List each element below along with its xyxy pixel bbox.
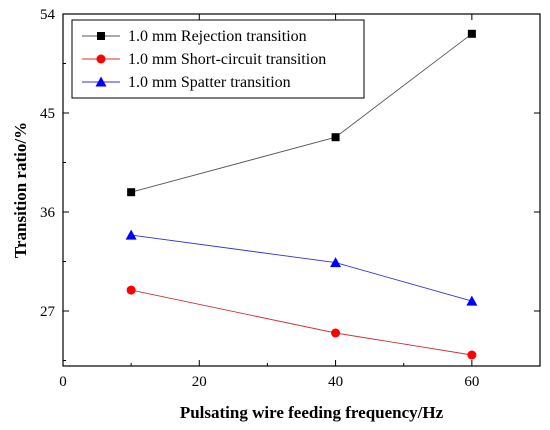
y-tick-label: 36 [40,205,56,221]
legend-label: 1.0 mm Short-circuit transition [128,51,326,68]
legend-label: 1.0 mm Rejection transition [128,28,307,45]
data-point [125,229,137,240]
x-tick-label: 60 [464,374,479,390]
y-axis-title: Transition ratio/% [11,122,30,258]
data-point [127,188,136,197]
y-tick-label: 45 [40,106,55,122]
axes-layer: 0 20 40 60 27 36 45 54 Pulsating wire feeding fr… [11,7,541,422]
data-point [466,295,478,306]
series-layer [125,29,478,360]
series-0 [127,29,476,197]
data-point [126,285,136,295]
series-2 [125,229,478,306]
legend-marker [95,76,107,87]
y-tick-label: 54 [40,7,56,23]
legend-marker [97,32,105,40]
series-line [131,289,472,356]
data-point [331,133,340,142]
x-tick-label: 0 [59,374,67,390]
data-point [330,257,342,268]
series-1 [126,285,477,360]
data-point [467,350,477,360]
legend: 1.0 mm Rejection transition 1.0 mm Short-… [71,19,365,99]
legend-frame [71,19,365,99]
data-point [331,328,341,338]
x-tick-label: 20 [192,374,207,390]
x-tick-label: 40 [328,374,343,390]
data-point [467,29,476,38]
y-tick-label: 27 [40,304,56,320]
x-axis-title: Pulsating wire feeding frequency/Hz [180,403,444,422]
legend-marker [96,54,106,64]
plot-frame [62,13,541,367]
legend-label: 1.0 mm Spatter transition [128,74,291,91]
series-line [131,234,472,302]
